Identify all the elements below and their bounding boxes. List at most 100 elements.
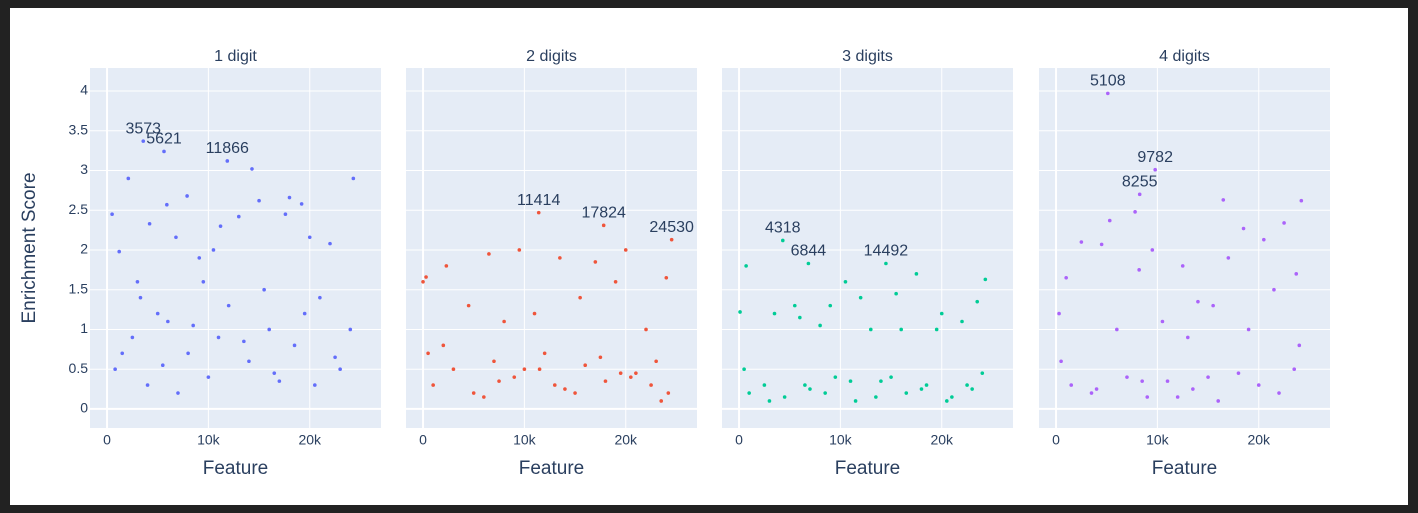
x-axis-title: Feature: [835, 458, 900, 479]
x-tick-label: 0: [735, 432, 743, 448]
point: [277, 379, 282, 383]
annotated-point: [780, 238, 785, 243]
point: [1089, 391, 1094, 395]
x-tick-label: 0: [1052, 432, 1060, 448]
annotated-point: [162, 149, 166, 154]
point: [552, 383, 557, 387]
point: [351, 176, 356, 181]
y-tick-label: 0.5: [69, 360, 89, 376]
point: [250, 167, 254, 171]
point: [558, 256, 562, 260]
panel-title: 2 digits: [526, 48, 577, 65]
point: [1099, 242, 1104, 247]
point: [318, 295, 322, 300]
point: [197, 256, 202, 260]
point: [1211, 303, 1215, 308]
x-tick-label: 10k: [1146, 432, 1170, 448]
point: [482, 395, 486, 399]
point: [1246, 327, 1251, 332]
point: [818, 323, 822, 328]
point: [803, 383, 807, 387]
point: [1133, 210, 1137, 214]
point: [211, 248, 216, 252]
x-axis-title: Feature: [203, 458, 268, 479]
point: [649, 383, 653, 387]
point: [110, 212, 114, 217]
annotated-point: [536, 210, 541, 215]
point: [426, 351, 430, 356]
point: [307, 235, 312, 240]
point: [1297, 343, 1302, 348]
point: [848, 379, 853, 383]
point: [348, 327, 353, 332]
point: [502, 319, 506, 324]
x-tick-label: 20k: [614, 432, 638, 448]
point: [517, 248, 522, 252]
point: [313, 383, 317, 387]
point: [603, 379, 608, 383]
annotated-point: [225, 159, 230, 163]
point: [1175, 395, 1180, 399]
annotation: 11414: [517, 192, 560, 209]
point: [247, 359, 251, 364]
point: [1107, 218, 1112, 223]
point: [542, 351, 547, 356]
point: [744, 264, 748, 268]
point: [287, 195, 292, 200]
point: [828, 303, 833, 308]
point: [659, 399, 664, 403]
annotation: 5621: [146, 131, 182, 148]
annotated-point: [806, 261, 811, 266]
x-tick-label: 10k: [513, 432, 537, 448]
point: [1079, 240, 1084, 244]
point: [965, 383, 969, 387]
point: [879, 379, 883, 383]
panel-title: 3 digits: [842, 48, 893, 65]
point: [1059, 359, 1063, 364]
annotated-point: [884, 261, 888, 266]
point: [1272, 287, 1276, 292]
point: [980, 371, 985, 375]
point: [147, 221, 152, 226]
x-tick-label: 10k: [197, 432, 221, 448]
point: [272, 371, 277, 375]
point: [1226, 256, 1231, 260]
point: [242, 339, 246, 344]
point: [1150, 248, 1155, 252]
point: [613, 279, 618, 284]
point: [792, 303, 797, 308]
point: [126, 176, 131, 181]
point: [206, 375, 211, 379]
annotation: 9782: [1137, 149, 1173, 166]
x-tick-label: 20k: [298, 432, 322, 448]
x-tick-label: 10k: [829, 432, 853, 448]
point: [537, 367, 542, 371]
point: [767, 399, 772, 403]
point: [1262, 237, 1266, 242]
point: [532, 311, 537, 316]
point: [654, 359, 658, 364]
x-axis-title: Feature: [1152, 458, 1217, 479]
point: [578, 295, 582, 300]
point: [1094, 387, 1099, 391]
y-tick-label: 0: [80, 400, 88, 416]
annotation: 3573: [125, 120, 161, 137]
point: [618, 371, 623, 375]
point: [808, 387, 812, 391]
point: [471, 391, 476, 395]
point: [165, 202, 169, 207]
point: [1236, 371, 1241, 375]
annotated-point: [1106, 91, 1110, 96]
point: [236, 214, 241, 219]
x-axis-title: Feature: [519, 458, 584, 479]
point: [1125, 375, 1129, 379]
point: [598, 355, 603, 360]
point: [823, 391, 827, 395]
point: [1282, 221, 1286, 225]
panel-title: 1 digit: [214, 48, 257, 65]
point: [742, 367, 746, 371]
annotation: 6844: [791, 243, 827, 260]
point: [950, 395, 954, 399]
point: [899, 327, 904, 332]
point: [186, 351, 190, 356]
